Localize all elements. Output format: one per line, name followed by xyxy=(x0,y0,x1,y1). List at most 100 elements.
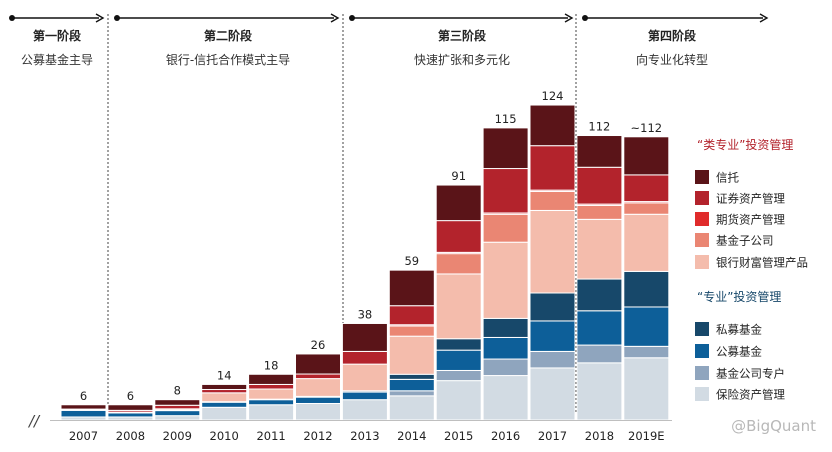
bar-segment-2017-s7 xyxy=(529,145,576,191)
stacked-bars xyxy=(60,104,670,421)
phase-arrow-head xyxy=(330,13,340,23)
bar-segment-2008-s2 xyxy=(107,412,154,418)
bar-segment-2015-s3 xyxy=(435,338,482,351)
bar-segment-2016-s3 xyxy=(482,317,529,338)
bar-segment-2012-s0 xyxy=(295,402,341,421)
bar-segment-2009-s2 xyxy=(154,410,201,417)
bar-segment-2011-s0 xyxy=(248,404,295,421)
x-tick-label-2007: 2007 xyxy=(69,429,98,443)
bar-segment-2018-s0 xyxy=(576,362,623,421)
x-tick-label-2013: 2013 xyxy=(350,429,379,443)
bar-segment-2007-s2 xyxy=(60,409,107,418)
bar-segment-2017-s1 xyxy=(529,350,576,369)
bar-column-2017 xyxy=(529,104,576,421)
phase-start-dot xyxy=(9,15,15,21)
bar-segment-2019E-s7 xyxy=(623,174,670,203)
legend-swatch xyxy=(695,344,709,358)
bar-segment-2011-s2 xyxy=(248,399,295,406)
phase-description: 公募基金主导 xyxy=(21,52,93,67)
legend-group-title: “专业”投资管理 xyxy=(697,289,781,304)
legend-label: 基金公司专户 xyxy=(716,367,785,381)
phase-description: 向专业化转型 xyxy=(636,52,708,67)
bar-column-2012 xyxy=(295,353,341,421)
bar-segment-2016-s8 xyxy=(482,127,529,170)
bar-segment-2012-s7 xyxy=(295,373,341,380)
phase-title: 第四阶段 xyxy=(648,28,697,43)
bar-segment-2019E-s0 xyxy=(623,357,670,421)
watermark: @BigQuant xyxy=(731,417,816,435)
legend-group-title: “类专业”投资管理 xyxy=(697,137,793,152)
legend-swatch xyxy=(695,322,709,336)
legend-swatch xyxy=(695,170,709,184)
total-label-2016: 115 xyxy=(495,112,517,126)
bar-segment-2016-s5 xyxy=(482,213,529,243)
bar-segment-2015-s7 xyxy=(435,220,482,253)
legend-swatch xyxy=(695,366,709,380)
bar-segment-2019E-s4 xyxy=(623,213,670,272)
bar-segment-2015-s4 xyxy=(435,273,482,340)
bar-column-2007 xyxy=(60,404,107,421)
legend-label: 私募基金 xyxy=(716,323,762,337)
bar-segment-2015-s8 xyxy=(435,184,482,222)
bar-segment-2017-s5 xyxy=(529,190,576,211)
phase-timeline: 第一阶段公募基金主导第二阶段银行-信托合作模式主导第三阶段快速扩张和多元化第四阶… xyxy=(9,13,769,414)
bar-segment-2018-s2 xyxy=(576,310,623,346)
legend-swatch xyxy=(695,212,709,226)
bar-segment-2016-s1 xyxy=(482,358,529,377)
total-label-2008: 6 xyxy=(127,389,134,403)
bar-column-2015 xyxy=(435,184,482,421)
bar-segment-2014-s3 xyxy=(388,373,435,380)
bar-segment-2014-s5 xyxy=(388,325,435,337)
phase-start-dot xyxy=(114,15,120,21)
bar-segment-2018-s1 xyxy=(576,344,623,364)
total-label-2007: 6 xyxy=(80,389,87,403)
bar-segment-2011-s8 xyxy=(248,373,295,385)
bar-segment-2018-s5 xyxy=(576,204,623,220)
total-label-2012: 26 xyxy=(311,338,326,352)
phase-start-dot xyxy=(349,15,355,21)
bar-segment-2016-s2 xyxy=(482,336,529,360)
bar-segment-2017-s8 xyxy=(529,104,576,147)
x-tick-label-2016: 2016 xyxy=(491,429,520,443)
total-label-2015: 91 xyxy=(451,169,466,183)
bar-segment-2016-s0 xyxy=(482,375,529,421)
bar-segment-2015-s5 xyxy=(435,253,482,275)
legend-label: 证券资产管理 xyxy=(716,192,785,206)
legend-label: 信托 xyxy=(716,171,739,185)
bar-column-2018 xyxy=(576,135,623,421)
total-label-2017: 124 xyxy=(542,89,564,103)
phase-arrow-head xyxy=(759,13,769,23)
bar-segment-2014-s0 xyxy=(388,395,435,421)
phase-start-dot xyxy=(582,15,588,21)
bar-segment-2012-s2 xyxy=(295,396,341,404)
bar-segment-2019E-s3 xyxy=(623,270,670,308)
phase-title: 第三阶段 xyxy=(438,28,487,43)
bar-segment-2015-s0 xyxy=(435,380,482,421)
bar-segment-2019E-s1 xyxy=(623,345,670,359)
total-label-2018: 112 xyxy=(588,120,610,134)
x-tick-label-2008: 2008 xyxy=(116,429,145,443)
bar-column-2008 xyxy=(107,404,154,421)
bar-segment-2019E-s2 xyxy=(623,306,670,347)
total-label-2014: 59 xyxy=(404,254,419,268)
legend-swatch xyxy=(695,233,709,247)
bar-segment-2017-s2 xyxy=(529,320,576,352)
bar-segment-2018-s3 xyxy=(576,278,623,312)
total-labels: 6 6 8 14 18 26 38 59 91 115 124 112 ~112 xyxy=(80,89,662,403)
legend-label: 公募基金 xyxy=(716,345,762,359)
bar-segment-2008-s8 xyxy=(107,404,154,411)
bar-segment-2012-s4 xyxy=(295,378,341,397)
axis-break-mask xyxy=(20,404,50,426)
bar-segment-2016-s4 xyxy=(482,241,529,319)
x-tick-label-2018: 2018 xyxy=(585,429,614,443)
legend-swatch xyxy=(695,255,709,269)
bar-segment-2013-s4 xyxy=(341,363,388,392)
legend-label: 保险资产管理 xyxy=(716,388,785,402)
bar-segment-2014-s1 xyxy=(388,390,435,397)
bar-segment-2015-s1 xyxy=(435,369,482,382)
bar-segment-2014-s2 xyxy=(388,378,435,392)
bar-segment-2018-s7 xyxy=(576,166,623,205)
